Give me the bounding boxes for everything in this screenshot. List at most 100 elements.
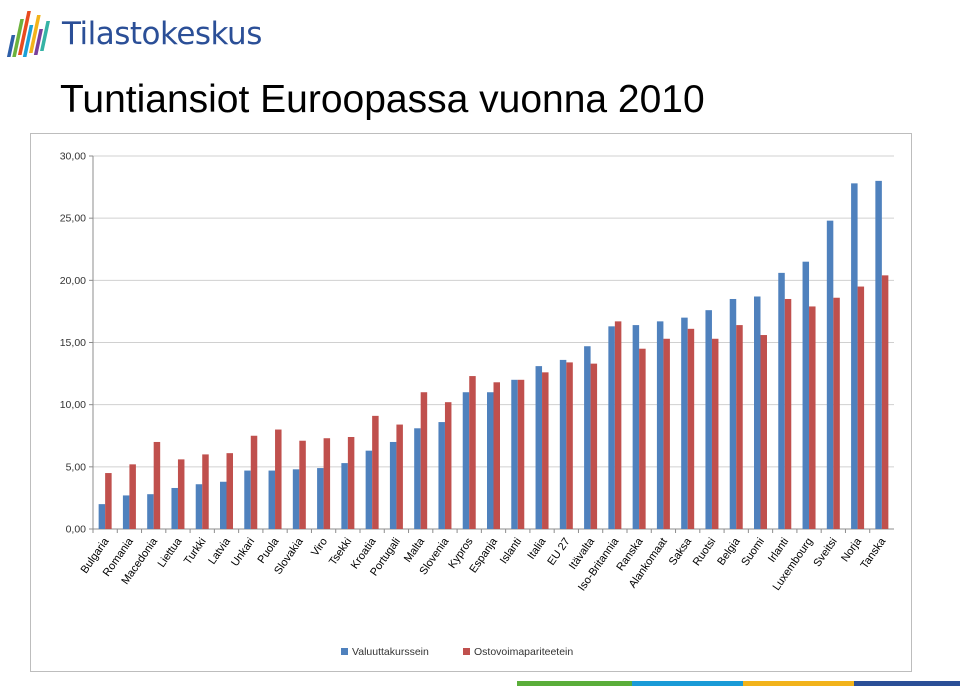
chart-frame: 0,00 5,00 10,00 15,00 20,00 25,00 30,00 Bulgari… [30, 133, 912, 672]
bar-valuuttakurssein [122, 495, 130, 529]
legend-label: Valuuttakurssein [352, 646, 429, 658]
x-tick-label: Saksa [667, 535, 695, 568]
bar-ostovoimapariteetein [129, 464, 136, 529]
bar-valuuttakurssein [317, 468, 324, 529]
bar-valuuttakurssein [147, 494, 154, 529]
bar-ostovoimapariteetein [857, 286, 865, 529]
bar-ostovoimapariteetein [444, 402, 452, 529]
y-tick-label: 10,00 [60, 399, 86, 411]
x-tick-label: Sveitsi [811, 536, 839, 569]
bar-ostovoimapariteetein [275, 429, 282, 529]
bar-valuuttakurssein [244, 470, 251, 529]
x-tick-label: Unkari [229, 536, 257, 569]
y-tick-label: 30,00 [60, 151, 86, 163]
logo-bar [17, 11, 31, 55]
bar-ostovoimapariteetein [153, 441, 161, 529]
y-tick-label: 20,00 [60, 275, 86, 287]
bar-valuuttakurssein [608, 326, 615, 529]
bar-ostovoimapariteetein [687, 328, 695, 529]
bar-valuuttakurssein [584, 346, 591, 529]
bar-ostovoimapariteetein [299, 440, 306, 529]
bar-valuuttakurssein [292, 469, 300, 529]
bar-valuuttakurssein [826, 220, 834, 530]
logo: Tilastokeskus [6, 4, 262, 64]
bar-valuuttakurssein [705, 310, 712, 529]
x-tick-label: Suomi [739, 536, 767, 568]
stripe-segment [632, 681, 743, 686]
logo-bar [22, 25, 34, 57]
y-tick-label: 25,00 [60, 213, 86, 225]
bar-valuuttakurssein [487, 392, 494, 529]
bar-valuuttakurssein [778, 272, 785, 529]
bar-valuuttakurssein [195, 484, 203, 529]
logo-text: Tilastokeskus [62, 16, 262, 52]
bar-valuuttakurssein [632, 325, 640, 529]
bar-valuuttakurssein [462, 392, 470, 529]
bar-ostovoimapariteetein [809, 306, 816, 529]
stripe-segment [853, 681, 960, 686]
bar-ostovoimapariteetein [226, 453, 233, 529]
bar-ostovoimapariteetein [639, 348, 646, 529]
y-tick-label: 5,00 [66, 461, 87, 473]
bar-ostovoimapariteetein [614, 321, 622, 529]
legend-swatch [463, 648, 470, 655]
bar-ostovoimapariteetein [736, 325, 743, 529]
bar-ostovoimapariteetein [372, 415, 379, 529]
stripe-segment [742, 681, 854, 686]
bar-valuuttakurssein [511, 379, 518, 529]
bar-valuuttakurssein [171, 487, 178, 529]
x-tick-label: Ruotsi [691, 536, 719, 568]
bar-valuuttakurssein [681, 317, 688, 529]
logo-bar [28, 15, 41, 53]
bar-ostovoimapariteetein [469, 376, 476, 529]
bar-valuuttakurssein [535, 366, 543, 529]
x-tick-label: Italia [525, 535, 549, 562]
x-tick-label: Turkki [182, 536, 209, 567]
bar-ostovoimapariteetein [881, 275, 889, 529]
bar-valuuttakurssein [875, 180, 882, 529]
logo-bar [12, 19, 24, 57]
bar-valuuttakurssein [656, 321, 664, 529]
bar-ostovoimapariteetein [347, 436, 355, 529]
logo-bar [40, 21, 50, 51]
bar-ostovoimapariteetein [396, 424, 403, 529]
bar-ostovoimapariteetein [711, 338, 719, 529]
bar-ostovoimapariteetein [542, 372, 549, 529]
bar-ostovoimapariteetein [517, 379, 525, 529]
bar-ostovoimapariteetein [420, 392, 428, 529]
bar-ostovoimapariteetein [590, 363, 598, 529]
bar-chart: 0,005,0010,0015,0020,0025,0030,00Bulgari… [60, 151, 894, 658]
x-tick-label: Tanska [858, 535, 888, 571]
bar-ostovoimapariteetein [177, 459, 185, 529]
x-tick-label: Islanti [498, 536, 524, 566]
legend-swatch [341, 648, 348, 655]
stripe-segment [517, 681, 633, 686]
legend-label: Ostovoimapariteetein [474, 646, 573, 658]
bar-ostovoimapariteetein [323, 438, 331, 529]
bar-valuuttakurssein [802, 261, 810, 529]
bar-ostovoimapariteetein [105, 473, 112, 529]
bar-ostovoimapariteetein [663, 338, 670, 529]
bar-ostovoimapariteetein [202, 454, 209, 529]
y-tick-label: 0,00 [66, 524, 87, 536]
bar-valuuttakurssein [851, 183, 858, 529]
bar-valuuttakurssein [268, 470, 276, 529]
bar-ostovoimapariteetein [566, 362, 573, 529]
bar-valuuttakurssein [98, 504, 106, 529]
brand-stripe [517, 681, 960, 686]
bar-valuuttakurssein [341, 463, 348, 529]
bar-valuuttakurssein [220, 481, 227, 529]
logo-bar [33, 29, 43, 55]
bar-ostovoimapariteetein [493, 382, 500, 529]
bar-ostovoimapariteetein [250, 435, 258, 529]
x-tick-label: Viro [309, 536, 330, 559]
bar-valuuttakurssein [414, 428, 421, 529]
tilastokeskus-logo-mark [6, 11, 50, 57]
x-tick-label: Belgia [715, 535, 743, 568]
bar-valuuttakurssein [729, 298, 737, 529]
logo-bar [6, 35, 16, 57]
y-tick-label: 15,00 [60, 337, 86, 349]
bar-valuuttakurssein [754, 296, 761, 529]
bar-valuuttakurssein [559, 359, 567, 529]
bar-ostovoimapariteetein [833, 297, 840, 529]
